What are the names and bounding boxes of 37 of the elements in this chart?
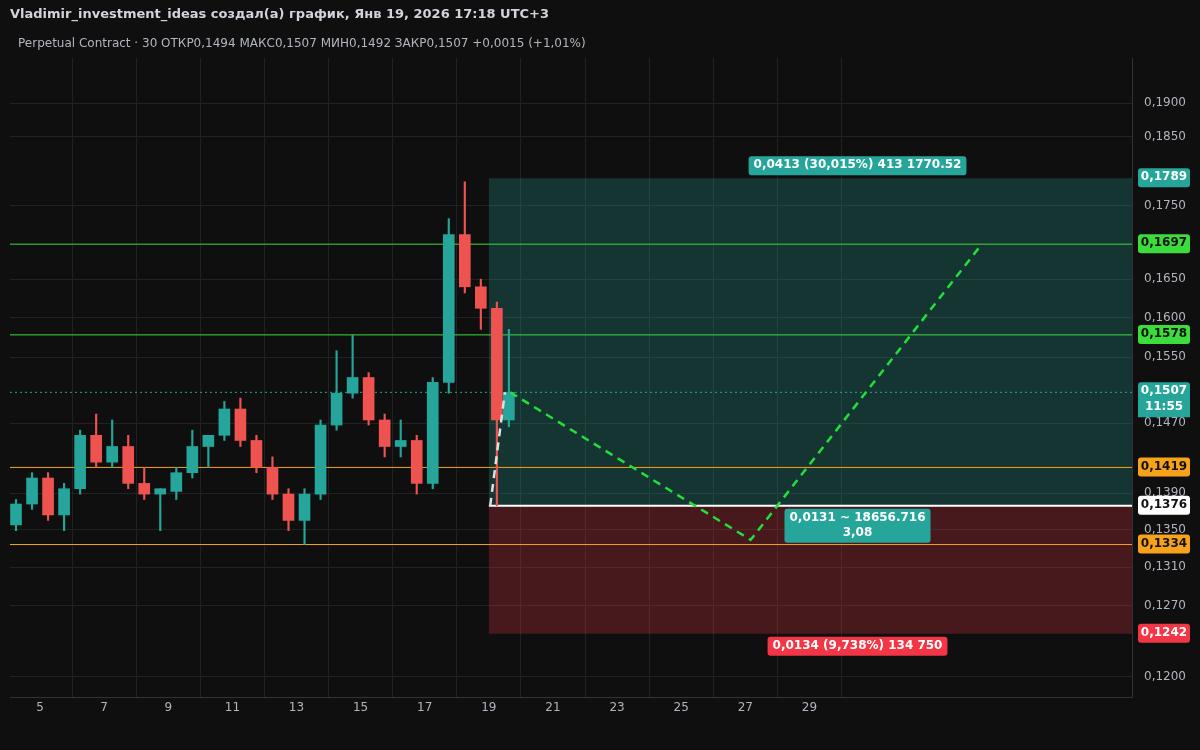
x-tick-label: 23 [609, 699, 625, 714]
x-tick-label: 29 [801, 699, 818, 714]
y-tick-label: 0,1650 [1144, 271, 1186, 286]
band-label: 0,1242 [1140, 624, 1188, 639]
x-tick-label: 19 [481, 699, 497, 714]
y-tick-label: 0,1470 [1144, 415, 1186, 430]
x-tick-label: 17 [417, 699, 433, 714]
text: 11:55 [1144, 399, 1184, 414]
y-tick-label: 0,1310 [1144, 559, 1186, 574]
x-tick-label: 25 [673, 699, 689, 714]
y-tick-label: 0,1550 [1144, 349, 1186, 364]
annotation: 0,0131 ~ 18656.716 3,08 [789, 509, 926, 539]
y-tick-label: 0,1850 [1144, 128, 1186, 143]
y-tick-label: 0,1900 [1144, 95, 1186, 110]
x-tick-label: 13 [288, 699, 305, 714]
chart-title: Vladimir_investment_ideas создал(а) график, Янв 19, 2026 17:18 UTC+3 [9, 5, 550, 24]
ref-line-label: 0,1419 [1140, 458, 1188, 473]
ref-line-label: 0,1507 [1140, 383, 1188, 398]
y-tick-label: 0,1200 [1144, 668, 1186, 683]
band-label: 0,1789 [1140, 169, 1188, 184]
ref-line-label: 0,1697 [1140, 235, 1188, 250]
ref-line-label: 0,1334 [1140, 535, 1188, 550]
y-tick-label: 0,1350 [1144, 521, 1186, 536]
y-tick-label: 0,1600 [1144, 309, 1186, 324]
ref-line-label: 0,1578 [1140, 326, 1188, 341]
x-tick-label: 15 [352, 699, 369, 714]
x-tick-label: 5 [36, 699, 44, 714]
x-tick-label: 7 [100, 699, 108, 714]
y-tick-label: 0,1750 [1144, 197, 1186, 212]
x-tick-label: 11 [224, 699, 241, 714]
annotation: 0,0413 (30,015%) 413 1770.52 [753, 157, 962, 172]
x-tick-label: 27 [737, 699, 753, 714]
x-tick-label: 9 [164, 699, 173, 714]
x-tick-label: 21 [545, 699, 561, 714]
chart-subtitle: Perpetual Contract · 30 ОТКР0,1494 МАКС0,1507 МИН0,1492 ЗАКР0,1507 +0,0015 (+1,01%) [18, 36, 586, 50]
y-tick-label: 0,1270 [1144, 598, 1186, 612]
annotation: 0,0134 (9,738%) 134 750 [772, 637, 943, 652]
